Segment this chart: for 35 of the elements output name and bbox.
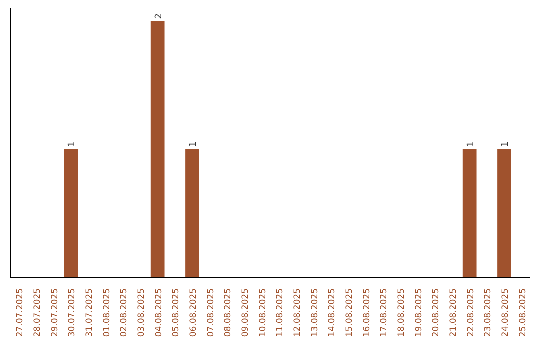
x-tick-label: 28.07.2025	[33, 288, 43, 338]
data-label: 2	[154, 14, 164, 20]
data-label: 1	[68, 142, 78, 148]
x-tick-label: 22.08.2025	[466, 288, 476, 338]
x-tick-label: 05.08.2025	[172, 288, 182, 338]
x-tick-label: 15.08.2025	[345, 288, 355, 338]
x-tick-label: 16.08.2025	[362, 288, 372, 338]
x-tick-label: 06.08.2025	[189, 288, 199, 338]
x-tick-label: 13.08.2025	[310, 288, 320, 338]
x-tick-label: 17.08.2025	[380, 288, 390, 338]
data-label: 1	[466, 142, 476, 148]
x-tick-label: 01.08.2025	[102, 288, 112, 338]
x-tick-label: 07.08.2025	[206, 288, 216, 338]
x-tick-label: 14.08.2025	[328, 288, 338, 338]
x-tick-label: 20.08.2025	[432, 288, 442, 338]
data-label: 1	[189, 142, 199, 148]
x-tick-label: 10.08.2025	[258, 288, 268, 338]
x-tick-label: 30.07.2025	[68, 288, 78, 338]
x-tick-label: 24.08.2025	[501, 288, 511, 338]
x-tick-label: 12.08.2025	[293, 288, 303, 338]
x-tick-label: 21.08.2025	[449, 288, 459, 338]
x-tick-label: 03.08.2025	[137, 288, 147, 338]
x-tick-label: 02.08.2025	[120, 288, 130, 338]
data-label: 1	[501, 142, 511, 148]
x-tick-label: 09.08.2025	[241, 288, 251, 338]
x-tick-label: 04.08.2025	[154, 288, 164, 338]
x-tick-label: 23.08.2025	[484, 288, 494, 338]
x-tick-label: 29.07.2025	[50, 288, 60, 338]
x-tick-label: 25.08.2025	[518, 288, 528, 338]
x-tick-label: 08.08.2025	[224, 288, 234, 338]
x-tick-label: 31.07.2025	[85, 288, 95, 338]
x-tick-label: 19.08.2025	[414, 288, 424, 338]
x-tick-label: 27.07.2025	[16, 288, 26, 338]
x-tick-label: 11.08.2025	[276, 288, 286, 338]
x-tick-label: 18.08.2025	[397, 288, 407, 338]
